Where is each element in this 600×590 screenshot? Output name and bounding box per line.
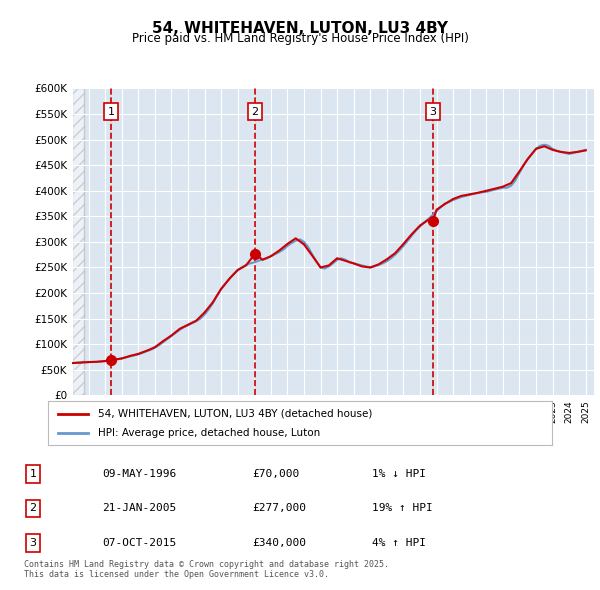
Text: £70,000: £70,000 xyxy=(252,469,299,479)
Text: 1: 1 xyxy=(29,469,37,479)
Text: HPI: Average price, detached house, Luton: HPI: Average price, detached house, Luto… xyxy=(98,428,320,438)
Text: Price paid vs. HM Land Registry's House Price Index (HPI): Price paid vs. HM Land Registry's House … xyxy=(131,32,469,45)
Text: £340,000: £340,000 xyxy=(252,537,306,548)
Text: 2: 2 xyxy=(251,107,259,116)
Text: 21-JAN-2005: 21-JAN-2005 xyxy=(102,503,176,513)
Text: 1: 1 xyxy=(107,107,115,116)
Text: 54, WHITEHAVEN, LUTON, LU3 4BY (detached house): 54, WHITEHAVEN, LUTON, LU3 4BY (detached… xyxy=(98,409,373,418)
Bar xyxy=(72,88,83,395)
Text: 07-OCT-2015: 07-OCT-2015 xyxy=(102,537,176,548)
Text: Contains HM Land Registry data © Crown copyright and database right 2025.
This d: Contains HM Land Registry data © Crown c… xyxy=(24,560,389,579)
Text: 19% ↑ HPI: 19% ↑ HPI xyxy=(372,503,433,513)
Text: 3: 3 xyxy=(429,107,436,116)
Text: £277,000: £277,000 xyxy=(252,503,306,513)
Text: 1% ↓ HPI: 1% ↓ HPI xyxy=(372,469,426,479)
Text: 2: 2 xyxy=(29,503,37,513)
Text: 54, WHITEHAVEN, LUTON, LU3 4BY: 54, WHITEHAVEN, LUTON, LU3 4BY xyxy=(152,21,448,35)
Text: 4% ↑ HPI: 4% ↑ HPI xyxy=(372,537,426,548)
Text: 09-MAY-1996: 09-MAY-1996 xyxy=(102,469,176,479)
Text: 3: 3 xyxy=(29,537,37,548)
